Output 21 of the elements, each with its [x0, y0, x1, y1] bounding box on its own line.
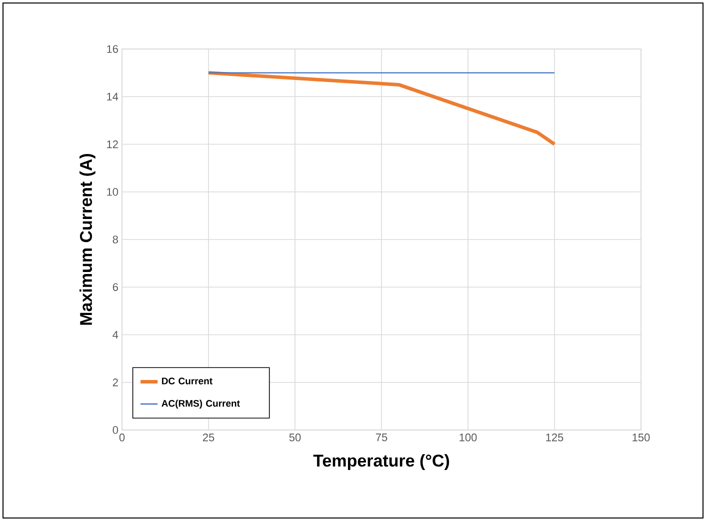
y-tick-label: 8 [112, 236, 118, 244]
x-tick-label: 50 [289, 434, 301, 442]
x-tick-label: 125 [546, 434, 564, 442]
x-axis-title: Temperature (°C) [313, 454, 450, 470]
x-tick-label: 0 [119, 434, 125, 442]
y-axis-title: Maximum Current (A) [80, 154, 96, 325]
legend-label: DC Current [162, 378, 212, 384]
y-tick-label: 4 [112, 330, 118, 339]
line-series [206, 71, 556, 146]
x-tick-label: 100 [460, 434, 477, 442]
y-tick-label: 2 [112, 378, 118, 386]
y-tick-label: 12 [107, 140, 118, 148]
y-tick-label: 6 [112, 283, 118, 292]
y-tick-label: 14 [107, 92, 118, 100]
legend-label: AC(RMS) Current [162, 400, 240, 409]
y-tick-label: 16 [107, 45, 118, 53]
y-tick-label: 0 [112, 426, 118, 434]
x-tick-label: 75 [376, 434, 388, 442]
y-tick-label: 10 [107, 188, 118, 196]
x-tick-label: 150 [632, 434, 650, 442]
x-tick-label: 25 [202, 434, 214, 442]
